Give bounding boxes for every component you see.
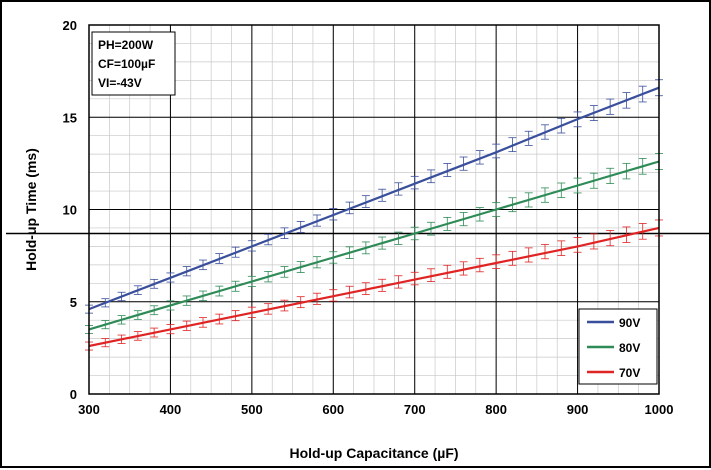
y-tick-label: 0 xyxy=(70,387,77,402)
x-tick-label: 700 xyxy=(404,402,426,417)
legend-label-80v: 80V xyxy=(619,341,640,355)
y-tick-label: 5 xyxy=(70,295,77,310)
x-tick-label: 800 xyxy=(485,402,507,417)
y-tick-label: 15 xyxy=(63,110,77,125)
condition-annotation-box: PH=200W CF=100µF VI=-43V xyxy=(92,32,175,95)
annotation-cf: CF=100µF xyxy=(98,57,155,71)
annotation-power: PH=200W xyxy=(98,38,154,52)
y-axis-title: Hold-up Time (ms) xyxy=(23,148,39,271)
x-tick-label: 900 xyxy=(567,402,589,417)
y-tick-label: 20 xyxy=(63,18,77,33)
annotation-vi: VI=-43V xyxy=(98,76,142,90)
x-tick-label: 300 xyxy=(78,402,100,417)
x-tick-label: 1000 xyxy=(645,402,674,417)
x-tick-label: 400 xyxy=(160,402,182,417)
x-tick-label: 600 xyxy=(322,402,344,417)
x-tick-label: 500 xyxy=(241,402,263,417)
legend-label-70v: 70V xyxy=(619,366,640,380)
x-axis-title: Hold-up Capacitance (µF) xyxy=(289,445,458,461)
legend: 90V 80V 70V xyxy=(579,309,657,384)
y-tick-label: 10 xyxy=(63,203,77,218)
legend-label-90v: 90V xyxy=(619,316,640,330)
